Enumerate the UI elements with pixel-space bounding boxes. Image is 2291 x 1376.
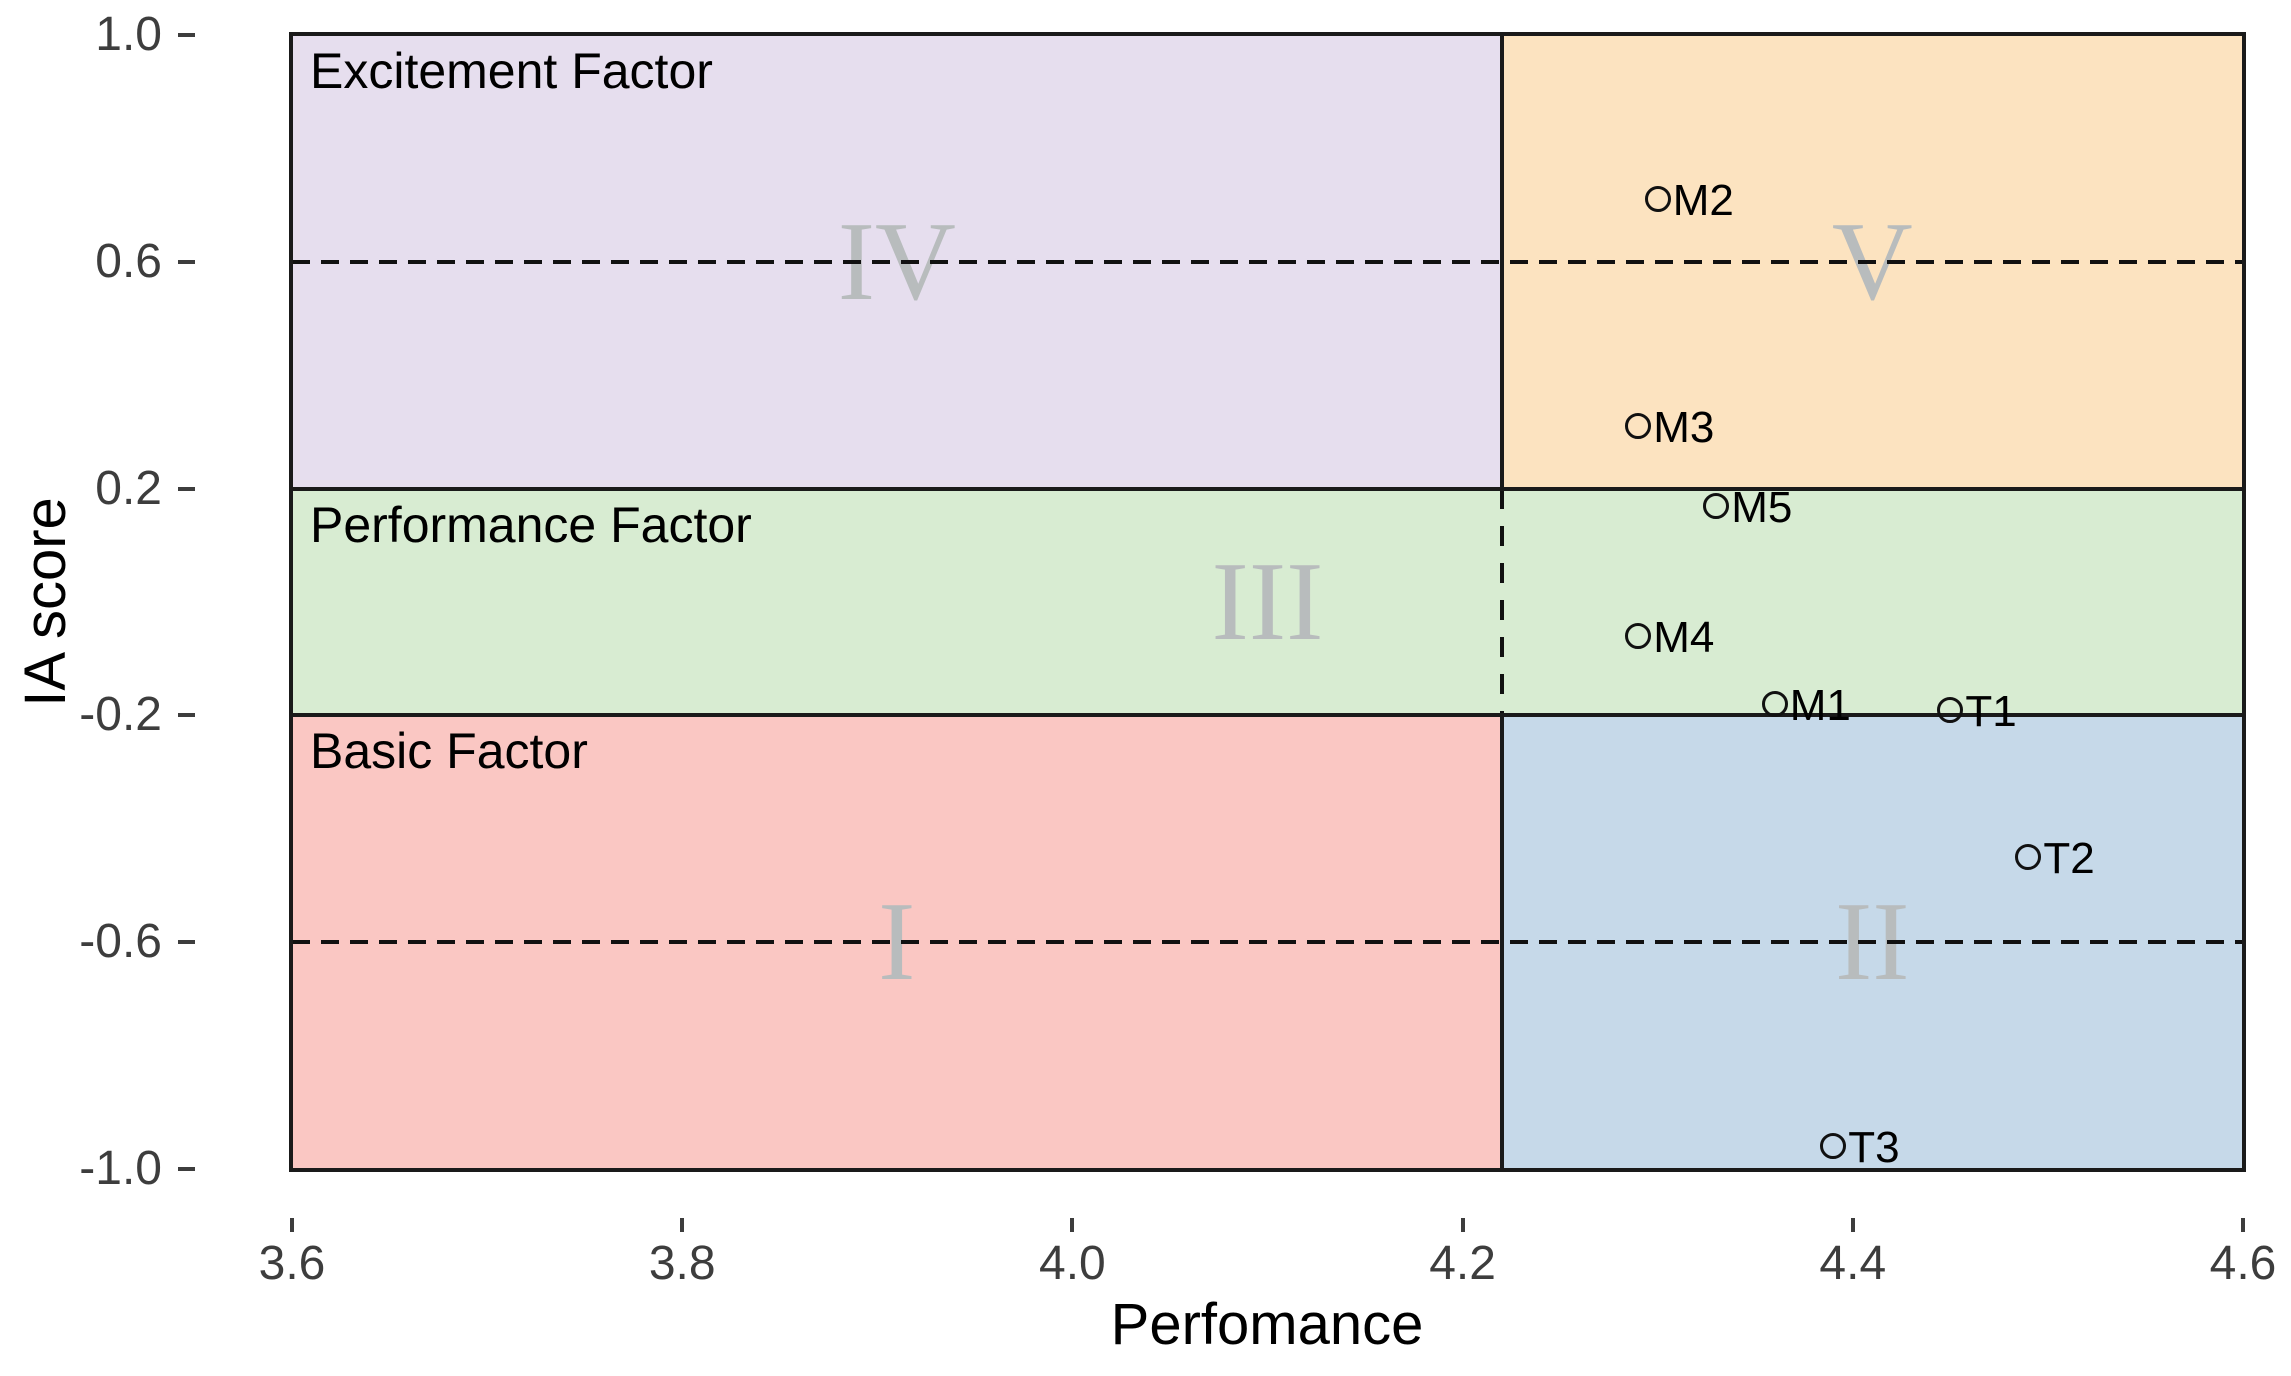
- region-title-i: Basic Factor: [310, 723, 588, 780]
- y-tick-1.0: [178, 33, 195, 37]
- point-label-M1: M1: [1789, 681, 1851, 731]
- roman-numeral-III: III: [1211, 540, 1324, 664]
- x-tick-4.4: [1850, 1218, 1855, 1232]
- y-tick--1.0: [178, 1167, 195, 1171]
- x-tick-3.8: [680, 1218, 685, 1232]
- x-axis-title: Perfomance: [1110, 1292, 1424, 1357]
- y-tick-label--0.6: -0.6: [79, 915, 162, 969]
- dashed-line-x-split: [1499, 488, 1504, 716]
- dashed-line-y-0.6: [292, 259, 2243, 264]
- point-marker-M2: [1644, 186, 1671, 213]
- point-label-M3: M3: [1653, 403, 1715, 453]
- point-label-M4: M4: [1653, 613, 1715, 663]
- point-marker-M1: [1761, 691, 1788, 718]
- point-label-T1: T1: [1965, 686, 2017, 736]
- point-label-M5: M5: [1731, 482, 1793, 532]
- x-tick-3.6: [290, 1218, 294, 1232]
- y-tick--0.6: [178, 940, 195, 945]
- x-tick-label-4.6: 4.6: [2209, 1237, 2277, 1290]
- point-marker-T2: [2015, 844, 2042, 871]
- point-marker-M3: [1625, 413, 1652, 440]
- y-tick-label--0.2: -0.2: [79, 688, 162, 742]
- split-border-bottom: [1499, 715, 1504, 1169]
- split-border-top: [1499, 35, 1504, 489]
- region-title-iv: Excitement Factor: [310, 43, 713, 99]
- y-tick-label-0.2: 0.2: [95, 461, 162, 515]
- point-marker-T1: [1937, 696, 1964, 723]
- band-border-y--0.2: [292, 713, 2243, 718]
- y-tick-label--1.0: -1.0: [79, 1142, 162, 1195]
- x-tick-4.6: [2241, 1218, 2245, 1232]
- point-marker-M4: [1625, 623, 1652, 650]
- point-label-T3: T3: [1848, 1123, 1900, 1173]
- y-tick--0.2: [178, 713, 195, 718]
- region-III: [292, 488, 2243, 716]
- point-label-M2: M2: [1672, 176, 1734, 226]
- x-tick-label-4.0: 4.0: [1039, 1237, 1106, 1290]
- x-tick-4.0: [1070, 1218, 1075, 1232]
- y-tick-0.2: [178, 486, 195, 491]
- y-axis-title: IA score: [13, 497, 78, 707]
- y-tick-label-0.6: 0.6: [95, 234, 162, 288]
- band-border-y-0.2: [292, 486, 2243, 491]
- point-marker-T3: [1820, 1133, 1847, 1160]
- y-tick-0.6: [178, 259, 195, 264]
- x-tick-4.2: [1460, 1218, 1465, 1232]
- x-tick-label-3.8: 3.8: [648, 1237, 716, 1290]
- region-title-iii: Performance Factor: [310, 496, 752, 553]
- x-tick-label-3.6: 3.6: [258, 1237, 326, 1290]
- point-label-T2: T2: [2043, 834, 2095, 884]
- y-tick-label-1.0: 1.0: [95, 8, 162, 61]
- x-tick-label-4.2: 4.2: [1429, 1237, 1496, 1290]
- x-tick-label-4.4: 4.4: [1819, 1237, 1887, 1290]
- point-marker-M5: [1703, 492, 1730, 519]
- dashed-line-y--0.6: [292, 940, 2243, 945]
- plot-panel-border: [289, 32, 2246, 1172]
